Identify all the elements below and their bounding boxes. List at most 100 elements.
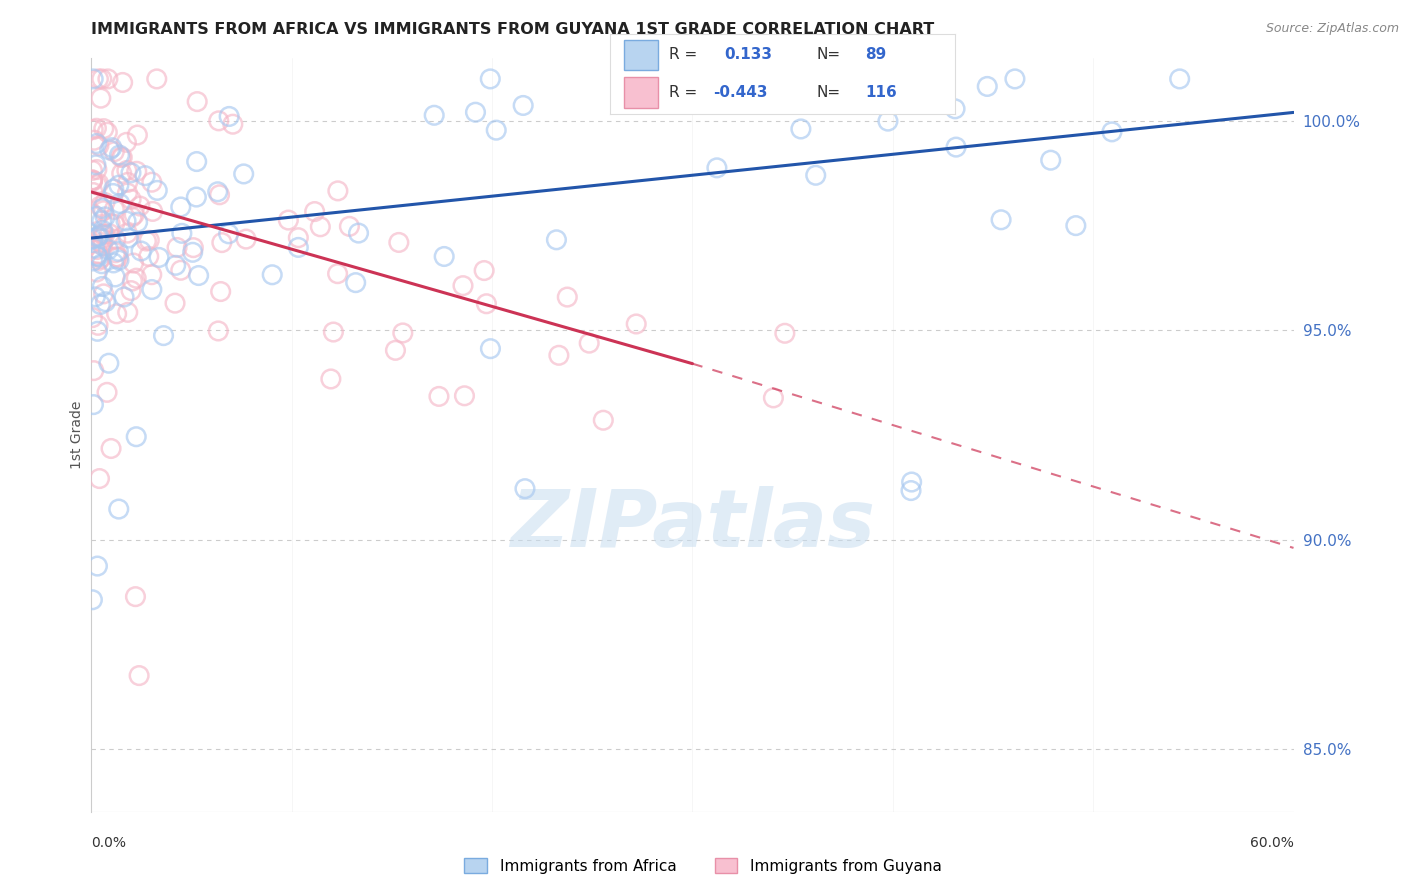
Immigrants from Guyana bbox=[124, 590, 146, 604]
Immigrants from Africa bbox=[152, 328, 174, 343]
Immigrants from Guyana bbox=[82, 310, 104, 325]
Immigrants from Guyana bbox=[121, 274, 143, 288]
Immigrants from Africa bbox=[97, 243, 120, 257]
Immigrants from Africa bbox=[98, 143, 121, 157]
Immigrants from Africa bbox=[170, 227, 193, 241]
Immigrants from Guyana bbox=[111, 166, 134, 180]
Text: 89: 89 bbox=[865, 47, 886, 62]
Immigrants from Guyana bbox=[110, 150, 132, 164]
Immigrants from Guyana bbox=[94, 195, 117, 210]
Immigrants from Africa bbox=[91, 223, 114, 237]
Immigrants from Africa bbox=[112, 290, 135, 304]
Immigrants from Guyana bbox=[93, 121, 115, 136]
Immigrants from Guyana bbox=[104, 245, 127, 260]
Immigrants from Guyana bbox=[90, 231, 112, 245]
Immigrants from Guyana bbox=[82, 173, 104, 187]
Immigrants from Guyana bbox=[555, 290, 578, 304]
Immigrants from Africa bbox=[91, 202, 114, 216]
Immigrants from Guyana bbox=[103, 202, 125, 217]
Text: 60.0%: 60.0% bbox=[1250, 836, 1294, 850]
Text: IMMIGRANTS FROM AFRICA VS IMMIGRANTS FROM GUYANA 1ST GRADE CORRELATION CHART: IMMIGRANTS FROM AFRICA VS IMMIGRANTS FRO… bbox=[91, 22, 935, 37]
Immigrants from Guyana bbox=[82, 173, 104, 187]
Immigrants from Guyana bbox=[326, 267, 349, 281]
Immigrants from Guyana bbox=[94, 227, 117, 242]
Immigrants from Guyana bbox=[91, 238, 114, 252]
Immigrants from Guyana bbox=[127, 128, 149, 142]
Immigrants from Guyana bbox=[339, 219, 361, 234]
Immigrants from Guyana bbox=[183, 241, 205, 255]
Immigrants from Guyana bbox=[211, 235, 233, 250]
Immigrants from Africa bbox=[125, 430, 148, 444]
Immigrants from Guyana bbox=[82, 122, 104, 136]
Immigrants from Guyana bbox=[86, 178, 108, 192]
Text: 116: 116 bbox=[865, 85, 897, 100]
Immigrants from Guyana bbox=[87, 247, 110, 261]
Immigrants from Africa bbox=[232, 167, 254, 181]
Immigrants from Guyana bbox=[208, 187, 231, 202]
Immigrants from Guyana bbox=[105, 250, 128, 264]
Immigrants from Guyana bbox=[120, 193, 142, 207]
Immigrants from Guyana bbox=[322, 325, 344, 339]
Immigrants from Africa bbox=[87, 229, 110, 244]
Immigrants from Guyana bbox=[309, 219, 332, 234]
Immigrants from Guyana bbox=[166, 240, 188, 254]
Immigrants from Africa bbox=[479, 342, 502, 356]
Immigrants from Africa bbox=[790, 122, 813, 136]
Immigrants from Guyana bbox=[82, 163, 104, 178]
Immigrants from Guyana bbox=[773, 326, 796, 341]
Immigrants from Africa bbox=[877, 114, 900, 128]
Immigrants from Guyana bbox=[83, 364, 105, 378]
Immigrants from Guyana bbox=[87, 253, 110, 268]
Immigrants from Guyana bbox=[93, 203, 115, 218]
Immigrants from Africa bbox=[165, 258, 187, 272]
Immigrants from Africa bbox=[84, 290, 107, 304]
Immigrants from Africa bbox=[945, 140, 967, 154]
Immigrants from Guyana bbox=[115, 136, 138, 150]
Y-axis label: 1st Grade: 1st Grade bbox=[70, 401, 84, 469]
Immigrants from Africa bbox=[103, 182, 125, 196]
Text: ZIPatlas: ZIPatlas bbox=[510, 486, 875, 565]
Immigrants from Guyana bbox=[235, 232, 257, 246]
Immigrants from Africa bbox=[87, 250, 110, 264]
Immigrants from Africa bbox=[82, 71, 104, 86]
Immigrants from Guyana bbox=[90, 91, 112, 105]
Immigrants from Guyana bbox=[87, 138, 110, 153]
Text: R =: R = bbox=[669, 47, 697, 62]
Immigrants from Africa bbox=[120, 166, 142, 180]
Immigrants from Africa bbox=[86, 209, 108, 223]
Text: N=: N= bbox=[817, 85, 841, 100]
Immigrants from Africa bbox=[433, 250, 456, 264]
Immigrants from Guyana bbox=[453, 389, 475, 403]
Immigrants from Guyana bbox=[208, 113, 231, 128]
Immigrants from Guyana bbox=[98, 227, 121, 241]
Immigrants from Africa bbox=[91, 279, 114, 293]
Immigrants from Guyana bbox=[97, 71, 120, 86]
Immigrants from Guyana bbox=[86, 162, 108, 177]
Immigrants from Guyana bbox=[578, 336, 600, 351]
Immigrants from Guyana bbox=[135, 234, 157, 248]
Immigrants from Africa bbox=[82, 592, 104, 607]
Immigrants from Guyana bbox=[91, 235, 114, 250]
Immigrants from Africa bbox=[108, 148, 131, 162]
Legend: Immigrants from Africa, Immigrants from Guyana: Immigrants from Africa, Immigrants from … bbox=[458, 852, 948, 880]
Text: -0.443: -0.443 bbox=[713, 85, 768, 100]
Immigrants from Africa bbox=[900, 483, 922, 498]
Immigrants from Guyana bbox=[105, 307, 128, 321]
Immigrants from Africa bbox=[94, 294, 117, 309]
Immigrants from Africa bbox=[89, 297, 111, 311]
Immigrants from Africa bbox=[108, 178, 131, 193]
Immigrants from Guyana bbox=[138, 249, 160, 263]
Immigrants from Guyana bbox=[103, 145, 125, 159]
Immigrants from Guyana bbox=[93, 286, 115, 301]
Immigrants from Guyana bbox=[326, 184, 349, 198]
Bar bbox=[624, 78, 658, 108]
Immigrants from Guyana bbox=[475, 297, 498, 311]
Immigrants from Africa bbox=[103, 256, 125, 270]
Immigrants from Guyana bbox=[128, 668, 150, 682]
Immigrants from Africa bbox=[82, 232, 104, 246]
Immigrants from Guyana bbox=[82, 186, 104, 200]
Immigrants from Guyana bbox=[138, 233, 160, 247]
Immigrants from Africa bbox=[108, 253, 131, 268]
Immigrants from Guyana bbox=[89, 472, 111, 486]
Immigrants from Africa bbox=[546, 233, 568, 247]
